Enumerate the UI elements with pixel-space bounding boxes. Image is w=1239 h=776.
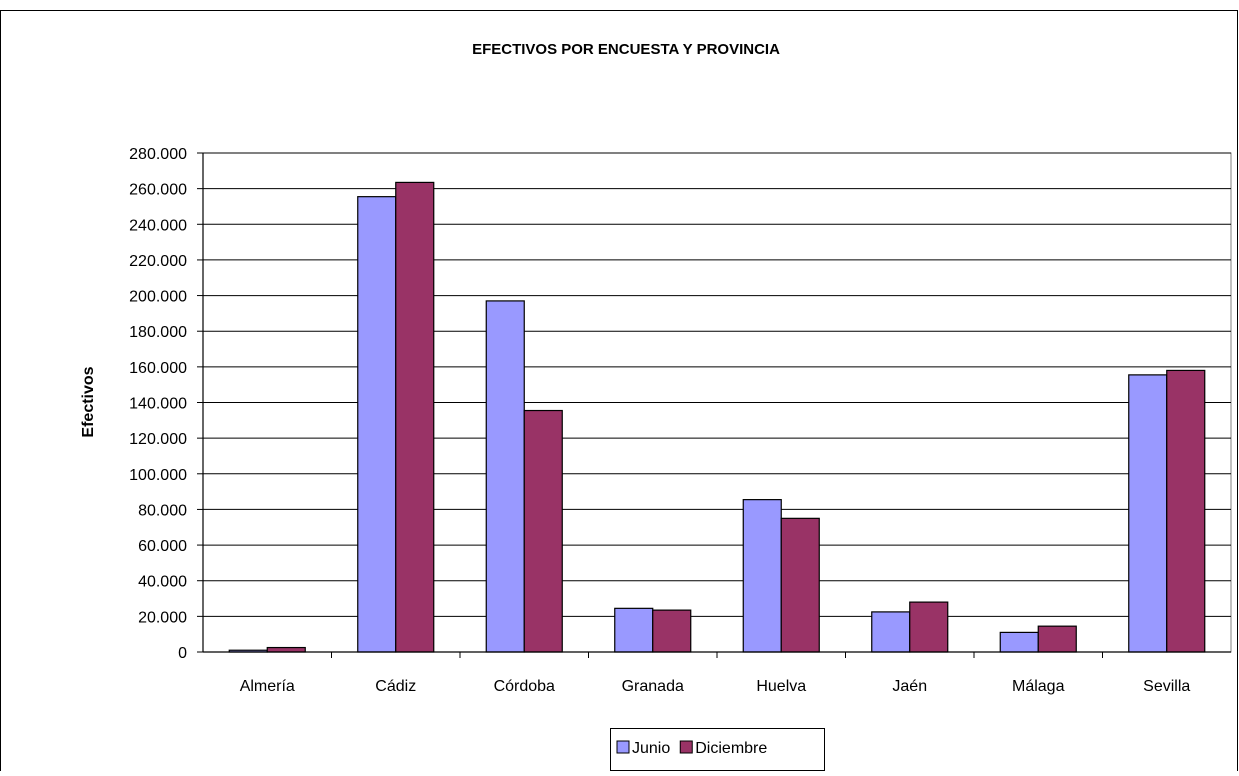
bar-diciembre <box>266 646 306 653</box>
bar-junio <box>614 607 654 653</box>
y-tick-label: 160.000 <box>129 360 187 377</box>
legend: Junio Diciembre <box>610 728 825 771</box>
y-tick-label: 100.000 <box>129 467 187 484</box>
bars <box>228 181 1206 653</box>
y-tick-label: 180.000 <box>129 324 187 341</box>
x-tick-label: Huelva <box>756 678 806 695</box>
x-tick-label: Cádiz <box>375 678 416 695</box>
y-tick-label: 60.000 <box>138 538 187 555</box>
y-tick-label: 120.000 <box>129 431 187 448</box>
y-tick-label: 0 <box>178 645 187 662</box>
x-tick-label: Almería <box>240 678 295 695</box>
y-tick-label: 200.000 <box>129 289 187 306</box>
bar-diciembre <box>652 609 692 653</box>
y-tick-label: 240.000 <box>129 217 187 234</box>
bar-junio <box>871 611 911 653</box>
bar-junio <box>1128 374 1168 653</box>
bar-diciembre <box>780 517 820 653</box>
bar-diciembre <box>395 181 435 653</box>
bar-diciembre <box>1037 625 1077 653</box>
y-tick-label: 220.000 <box>129 253 187 270</box>
x-tick-label: Sevilla <box>1143 678 1190 695</box>
bar-diciembre <box>523 409 563 653</box>
bar-junio <box>485 300 525 653</box>
y-tick-label: 20.000 <box>138 609 187 626</box>
y-axis-label: Efectivos <box>80 366 97 437</box>
chart-title: EFECTIVOS POR ENCUESTA Y PROVINCIA <box>472 41 780 58</box>
x-tick-label: Córdoba <box>494 678 555 695</box>
y-tick-label: 140.000 <box>129 396 187 413</box>
y-tick-label: 260.000 <box>129 182 187 199</box>
bar-diciembre <box>1166 369 1206 653</box>
legend-swatch <box>679 740 693 754</box>
x-tick-label: Málaga <box>1012 678 1065 695</box>
bar-junio <box>999 631 1039 653</box>
y-tick-label: 80.000 <box>138 502 187 519</box>
bar-junio <box>742 499 782 653</box>
legend-label: Junio <box>632 740 670 757</box>
bar-junio <box>357 196 397 653</box>
axes: 0 20.000 40.000 60.000 80.000 100.000 120.000 1… <box>129 146 1231 695</box>
x-tick-label: Jaén <box>892 678 927 695</box>
legend-label: Diciembre <box>695 740 767 757</box>
y-tick-label: 40.000 <box>138 574 187 591</box>
bar-diciembre <box>909 601 949 653</box>
legend-swatch <box>616 740 630 754</box>
y-tick-label: 280.000 <box>129 146 187 163</box>
x-tick-label: Granada <box>622 678 684 695</box>
